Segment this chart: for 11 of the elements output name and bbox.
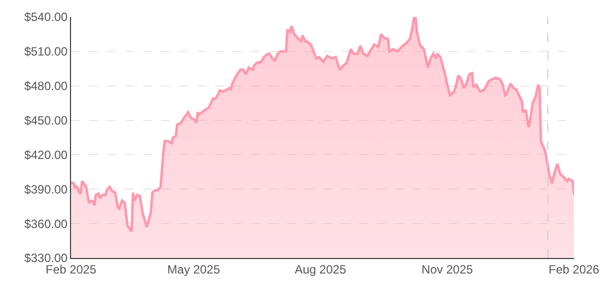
x-tick-label: May 2025 [167,262,220,276]
y-tick-label: $540.00 [24,10,68,24]
y-tick-label: $360.00 [24,216,68,231]
y-tick-label: $420.00 [24,148,68,162]
x-tick-label: Aug 2025 [294,262,346,276]
y-tick-label: $450.00 [24,113,68,128]
x-tick-label: Feb 2026 [548,262,600,276]
y-tick-label: $510.00 [24,44,68,59]
x-tick-label: Nov 2025 [422,262,474,276]
y-tick-label: $390.00 [24,182,68,196]
y-tick-label: $480.00 [24,79,68,94]
